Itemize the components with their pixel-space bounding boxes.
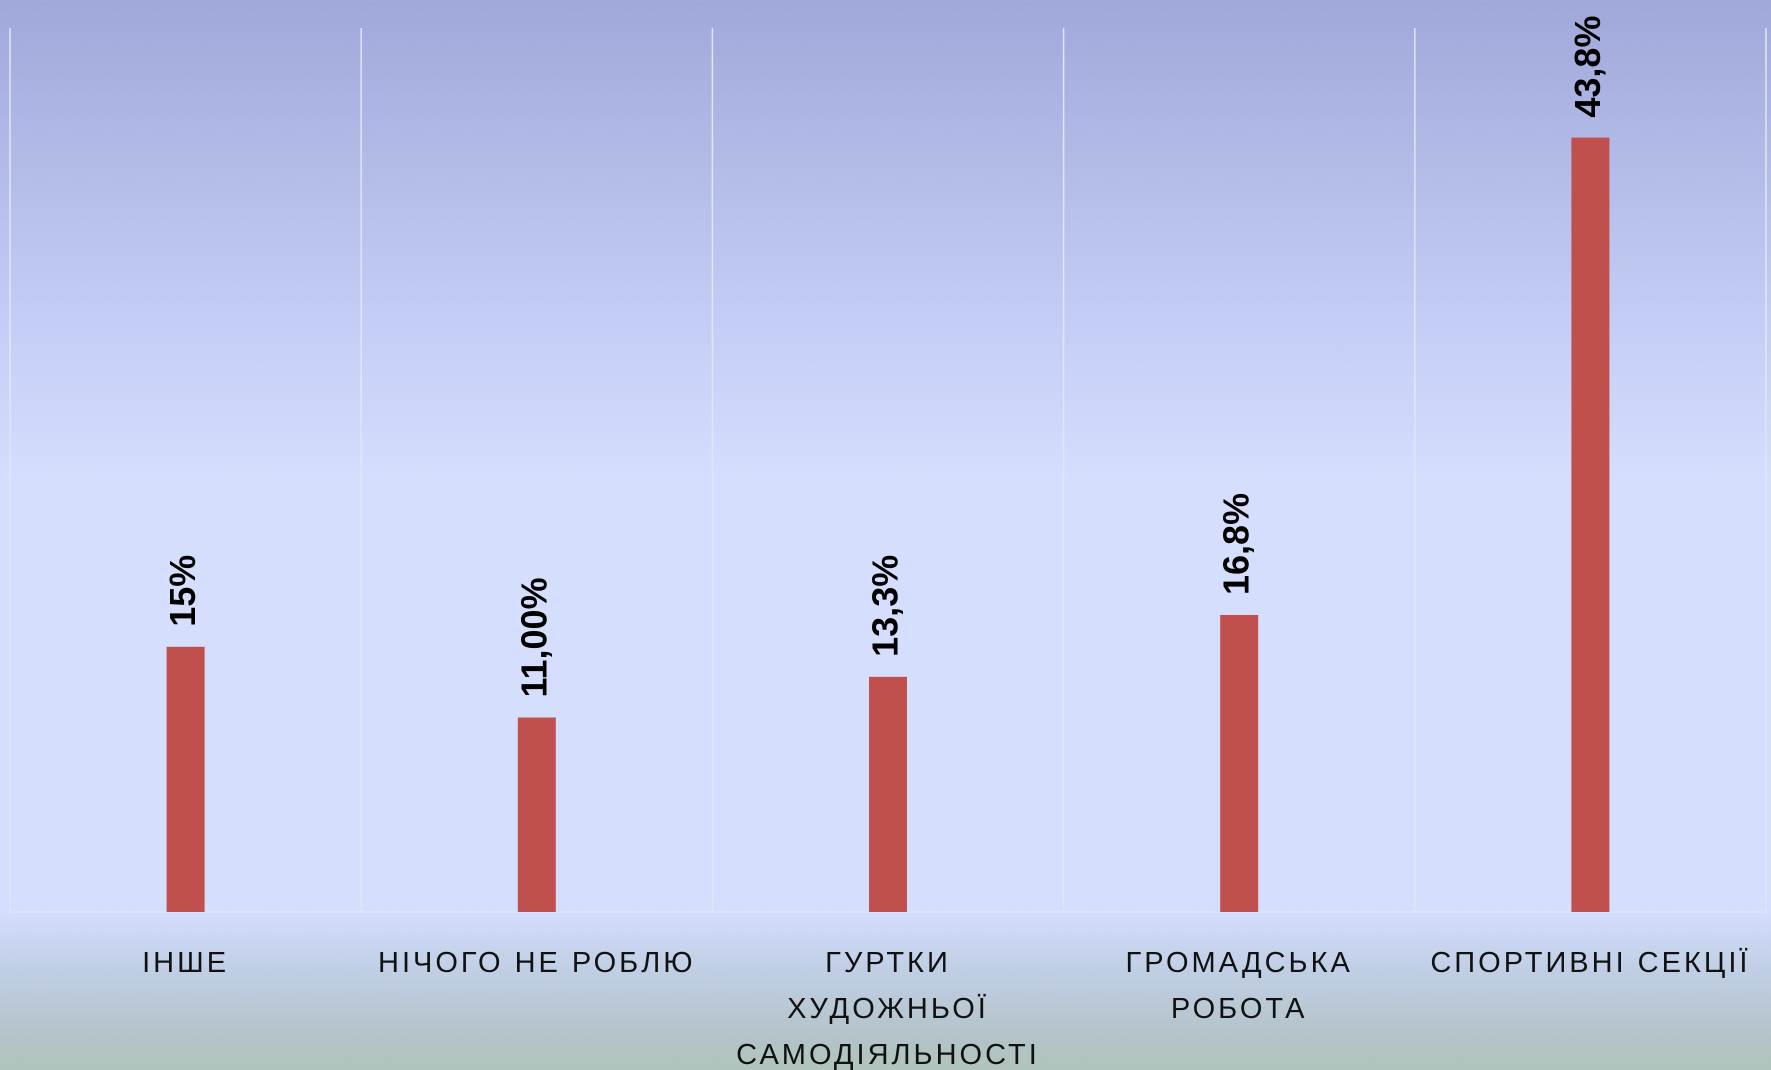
x-tick-label: ІНШЕ [142, 947, 230, 979]
bar [869, 676, 907, 912]
bar [517, 717, 556, 912]
data-label: 15% [162, 555, 203, 627]
bar [1571, 137, 1610, 913]
bar [1220, 614, 1259, 912]
bar [166, 646, 205, 912]
x-tick-label: ГРОМАДСЬКА РОБОТА [1125, 947, 1353, 1025]
x-tick-label: НІЧОГО НЕ РОБЛЮ [378, 947, 696, 979]
data-label: 43,8% [1567, 16, 1608, 118]
data-label: 11,00% [513, 577, 554, 697]
data-label: 16,8% [1216, 493, 1257, 595]
x-tick-label: СПОРТИВНІ СЕКЦІЇ [1430, 947, 1751, 979]
x-tick-label: ГУРТКИ ХУДОЖНЬОЇ САМОДІЯЛЬНОСТІ [736, 947, 1040, 1070]
data-label: 13,3% [865, 555, 906, 657]
